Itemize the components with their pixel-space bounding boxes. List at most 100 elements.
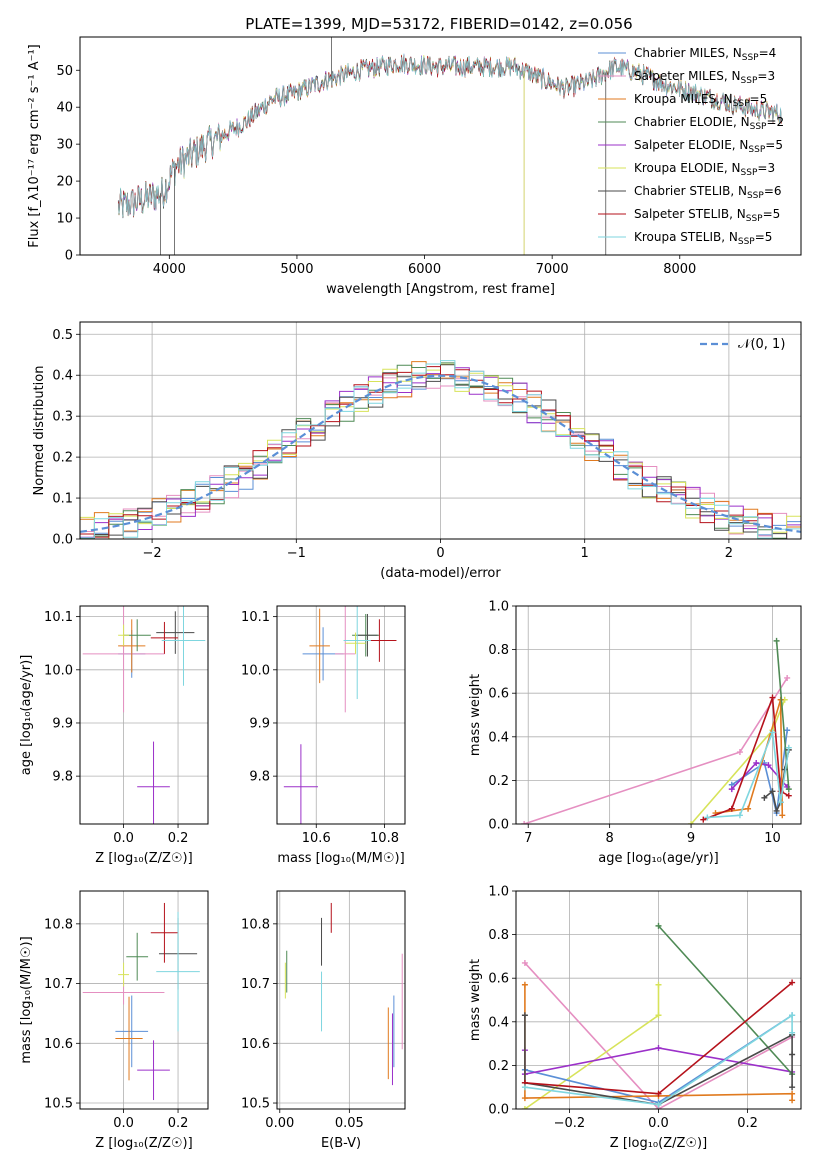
- weight-marker: [789, 1090, 796, 1097]
- weight-marker: [785, 786, 792, 793]
- weight-line: [690, 699, 786, 824]
- x-axis-label: (data-model)/error: [380, 566, 501, 581]
- y-axis-label: Normed distribution: [32, 366, 47, 496]
- weight-line: [657, 925, 793, 1075]
- axes-frame: [276, 890, 406, 1110]
- weight-marker: [521, 981, 528, 988]
- y-axis-label: mass weight: [468, 674, 483, 756]
- panel-spectrum: 4000 5000 6000 7000 8000 0 10 20 30 40 50 wavelengt…: [27, 36, 802, 297]
- panel-age-vs-mass: 10.6 10.8 9.8 9.9 10.0 10.1 mass [log₁₀(M/M☉)]: [241, 605, 406, 866]
- weight-marker: [521, 1095, 528, 1102]
- weight-marker: [736, 749, 743, 756]
- legend: 𝒩(0, 1): [700, 337, 785, 352]
- y-tick-label: 0.0: [52, 533, 73, 548]
- x-tick-label: 8: [606, 831, 614, 846]
- legend-label: Chabrier MILES, NSSP=4: [634, 46, 776, 63]
- weight-marker: [728, 805, 735, 812]
- x-tick-label: 10.8: [370, 831, 399, 846]
- weight-marker: [655, 1101, 662, 1108]
- weight-line: [523, 677, 788, 824]
- weight-marker: [521, 1084, 528, 1091]
- plot-area: [284, 902, 403, 1086]
- y-tick-label: 0.6: [488, 687, 509, 702]
- y-tick-label: 0.8: [488, 643, 509, 658]
- weight-marker: [789, 1097, 796, 1104]
- x-tick-label: 0.00: [265, 1116, 294, 1131]
- axes-frame: [515, 890, 802, 1110]
- weight-marker: [765, 762, 772, 769]
- x-tick-label: 0.2: [168, 1116, 189, 1131]
- x-tick-label: 0.2: [168, 831, 189, 846]
- plot-area: [117, 37, 782, 255]
- y-tick-label: 10.7: [44, 977, 73, 992]
- x-tick-label: 9: [687, 831, 695, 846]
- weight-marker: [784, 727, 791, 734]
- weight-marker: [789, 1084, 796, 1091]
- weight-marker: [655, 981, 662, 988]
- weight-marker: [769, 788, 776, 795]
- weight-marker: [736, 812, 743, 819]
- x-axis-label: Z [log₁₀(Z/Z☉)]: [610, 1136, 707, 1151]
- legend-label: Chabrier STELIB, NSSP=6: [634, 184, 782, 201]
- panel-weight-vs-Z: −0.2 0.0 0.2 0.0 0.2 0.4 0.6 0.8 1.0 Z [log₁₀(Z/Z…: [468, 885, 802, 1151]
- legend-label: Salpeter STELIB, NSSP=5: [634, 207, 780, 224]
- legend-label: Chabrier ELODIE, NSSP=2: [634, 115, 784, 132]
- weight-marker: [769, 694, 776, 701]
- y-tick-label: 9.9: [249, 716, 270, 731]
- panel-mass-vs-EBV: 0.00 0.05 10.5 10.6 10.7 10.8 E(B-V): [241, 890, 406, 1151]
- legend-label: Kroupa ELODIE, NSSP=3: [634, 161, 775, 178]
- legend-label: Kroupa MILES, NSSP=5: [634, 92, 767, 109]
- y-tick-label: 9.8: [52, 770, 73, 785]
- y-tick-label: 0.2: [52, 451, 73, 466]
- weight-marker: [728, 786, 735, 793]
- x-tick-label: 6000: [408, 262, 441, 277]
- y-tick-label: 10.8: [44, 917, 73, 932]
- weight-marker: [789, 1051, 796, 1058]
- panel-mass-vs-Z: 0.0 0.2 10.5 10.6 10.7 10.8 Z [log₁₀(Z/Z☉)] mas…: [19, 890, 209, 1151]
- weight-marker: [773, 637, 780, 644]
- y-tick-label: 0.0: [488, 1103, 509, 1118]
- y-tick-label: 10.7: [241, 977, 270, 992]
- plot-area: [521, 637, 792, 824]
- x-tick-label: 1: [581, 546, 589, 561]
- x-tick-label: −0.2: [554, 1116, 586, 1131]
- x-tick-label: 5000: [280, 262, 313, 277]
- y-tick-label: 0.4: [52, 369, 73, 384]
- x-tick-label: 0: [436, 546, 444, 561]
- x-tick-label: −2: [143, 546, 162, 561]
- x-tick-label: 0.0: [113, 831, 134, 846]
- x-tick-label: 10.6: [302, 831, 331, 846]
- y-tick-label: 10.6: [44, 1037, 73, 1052]
- weight-marker: [521, 1106, 528, 1109]
- y-tick-label: 1.0: [488, 600, 509, 615]
- weight-line: [524, 1015, 793, 1106]
- figure-title: PLATE=1399, MJD=53172, FIBERID=0142, z=0…: [245, 15, 632, 33]
- panel-residuals: −2 −1 0 1 2 0.0 0.1 0.2 0.3 0.4 0.5 (data-model)/er…: [32, 321, 802, 581]
- weight-marker: [779, 812, 786, 819]
- y-tick-label: 10.1: [241, 610, 270, 625]
- axes-frame: [79, 321, 802, 540]
- legend-label: Salpeter MILES, NSSP=3: [634, 69, 775, 86]
- y-tick-label: 0: [65, 249, 73, 264]
- y-tick-label: 20: [56, 175, 73, 190]
- weight-marker: [784, 674, 791, 681]
- weight-marker: [777, 799, 784, 806]
- y-tick-label: 10.1: [44, 610, 73, 625]
- weight-marker: [789, 1012, 796, 1019]
- weight-marker: [785, 792, 792, 799]
- legend-label: Salpeter ELODIE, NSSP=5: [634, 138, 783, 155]
- y-tick-label: 0.4: [488, 1015, 509, 1030]
- y-tick-label: 0.4: [488, 730, 509, 745]
- weight-marker: [745, 805, 752, 812]
- y-tick-label: 50: [56, 64, 73, 79]
- plot-area: [82, 902, 200, 1101]
- x-tick-label: 8000: [663, 262, 696, 277]
- y-tick-label: 30: [56, 138, 73, 153]
- y-tick-label: 0.3: [52, 410, 73, 425]
- weight-marker: [769, 729, 776, 736]
- weight-marker: [773, 807, 780, 814]
- normal-curve: [80, 374, 801, 533]
- spectrum-line: [117, 53, 782, 217]
- x-tick-label: 10: [764, 831, 781, 846]
- weight-marker: [521, 1012, 528, 1019]
